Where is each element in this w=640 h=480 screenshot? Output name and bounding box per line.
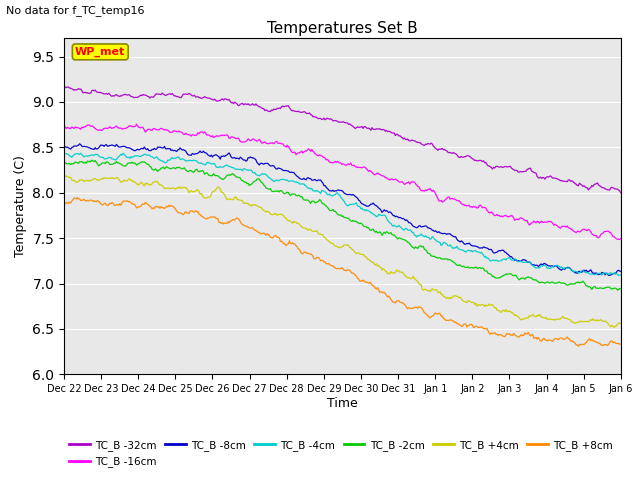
Text: WP_met: WP_met <box>75 47 125 57</box>
Text: No data for f_TC_temp16: No data for f_TC_temp16 <box>6 5 145 16</box>
Legend: TC_B -32cm, TC_B -16cm, TC_B -8cm, TC_B -4cm, TC_B -2cm, TC_B +4cm, TC_B +8cm: TC_B -32cm, TC_B -16cm, TC_B -8cm, TC_B … <box>69 440 612 467</box>
X-axis label: Time: Time <box>327 397 358 410</box>
Title: Temperatures Set B: Temperatures Set B <box>267 21 418 36</box>
Y-axis label: Temperature (C): Temperature (C) <box>13 156 27 257</box>
